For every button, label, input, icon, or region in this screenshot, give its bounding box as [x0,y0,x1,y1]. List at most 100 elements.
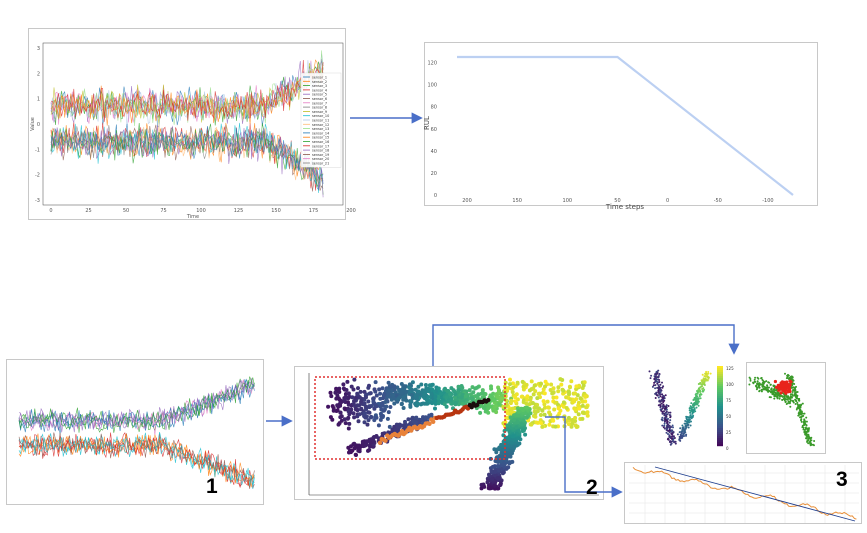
step-label-2: 2 [586,476,598,499]
scatter-point [569,379,574,384]
scatter-point [378,417,383,422]
embedding-scatter-panel [294,366,604,500]
legend-entry: sensor_20 [312,157,329,161]
scatter-point [657,376,660,379]
scatter-point [471,390,476,395]
scatter-point [684,431,687,434]
scatter-point [531,386,536,391]
scatter-point [768,386,770,389]
scatter-point [513,395,518,400]
scatter-point [664,418,667,421]
scatter-point [339,418,344,423]
scatter-point [386,410,391,415]
scatter-point [670,437,673,440]
colorbar-segment [717,410,723,413]
colorbar-segment [717,378,723,381]
colorbar-segment [717,436,723,439]
scatter-point [689,414,692,417]
scatter-point [508,377,512,382]
scatter-point [665,408,668,411]
scatter-point [582,380,587,385]
scatter-point [662,405,665,407]
scatter-point [330,404,335,409]
scatter-point [804,426,807,429]
scatter-point [410,380,415,385]
scatter-point [514,392,519,397]
scatter-point [684,427,687,430]
scatter-point [688,421,691,424]
scatter-point [663,422,666,425]
scatter-point [663,420,666,423]
scatter-point [659,383,662,386]
scatter-point [791,376,794,379]
scatter-point [392,387,397,392]
x-tick-label: 150 [271,208,281,214]
scatter-point [374,415,379,420]
scatter-point [661,416,664,419]
scatter-point [556,389,561,394]
scatter-point [749,379,752,382]
scatter-point [796,397,799,400]
scatter-point [500,471,505,476]
legend-entry: sensor_12 [312,123,329,127]
scatter-point [367,383,371,388]
scatter-point [550,391,555,396]
scatter-point [554,395,559,400]
scatter-point [480,482,484,487]
scatter-point [659,408,662,411]
scatter-point [670,442,673,445]
scatter-point [552,407,557,412]
scatter-point [549,382,554,387]
scatter-point [656,372,659,375]
scatter-point [773,397,776,400]
scatter-point [366,448,370,453]
scatter-point [764,386,767,389]
highlight-point [780,387,784,391]
scatter-point [413,401,418,406]
y-tick-label: 2 [37,71,40,77]
scatter-point [581,410,586,415]
scatter-point [580,399,585,404]
scatter-point [510,451,514,456]
scatter-point [648,370,651,373]
scatter-point [356,419,361,424]
highlight-point [779,391,783,395]
trend-series-12 [18,432,255,489]
colorbar-segment [717,444,723,447]
degradation-fit-panel [624,462,862,524]
scatter-point [353,445,358,450]
scatter-point [446,389,451,393]
scatter-point [706,379,709,382]
scatter-point [804,430,807,433]
scatter-point [665,404,668,407]
x-tick-label: 75 [160,208,166,214]
viridis-scatter-chart: 125 100 75 50 25 0 [648,366,734,451]
scatter-point [429,383,434,387]
scatter-point [334,396,339,401]
scatter-point [693,409,695,412]
scatter-point [556,385,561,390]
scatter-point [763,381,766,383]
scatter-point [577,406,582,411]
scatter-point [546,405,551,410]
scatter-point [508,382,512,387]
scatter-point [467,388,472,393]
scatter-point [426,395,431,399]
scatter-point [523,432,528,437]
scatter-point [344,388,349,392]
scatter-point [533,414,538,419]
scatter-point [805,416,808,419]
x-tick-label: 50 [614,198,620,204]
scatter-point [436,396,441,400]
scatter-point [662,385,665,388]
scatter-point [353,407,358,412]
scatter-point [414,415,419,420]
scatter-point [510,406,515,411]
scatter-point [520,379,525,384]
colorbar-segment [717,406,723,409]
scatter-point [749,378,752,380]
scatter-point [540,424,545,429]
scatter-point [387,388,391,392]
scatter-point [682,435,685,437]
